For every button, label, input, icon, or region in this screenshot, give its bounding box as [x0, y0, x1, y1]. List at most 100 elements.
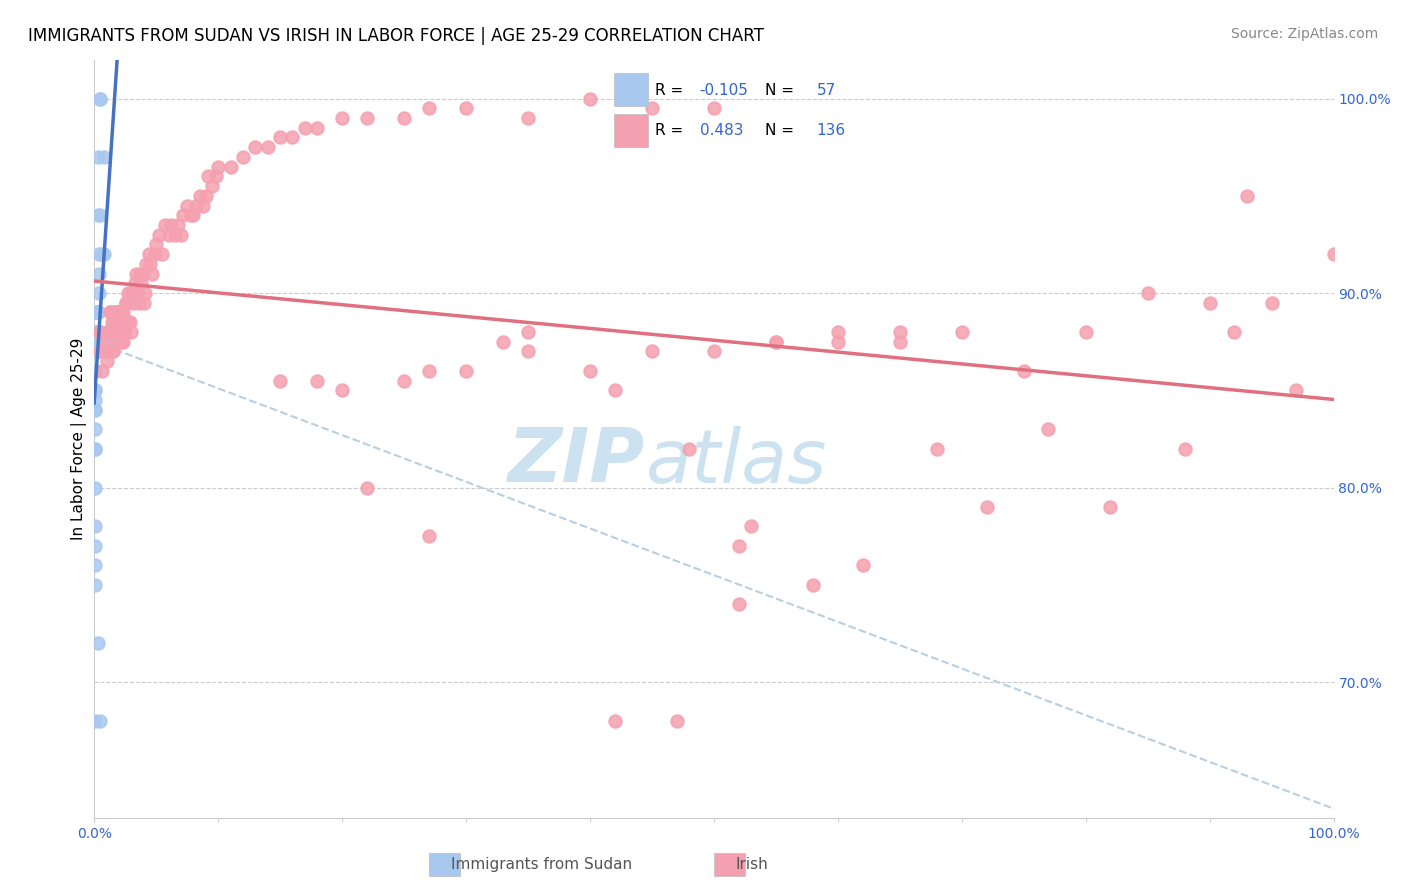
- Point: [330, 111, 353, 125]
- Point: [132, 295, 155, 310]
- Point: [201, 179, 224, 194]
- Point: [107, 305, 129, 319]
- Point: [120, 325, 142, 339]
- Point: [87, 305, 110, 319]
- Point: [204, 169, 226, 184]
- Point: [96, 325, 118, 339]
- Point: [121, 295, 143, 310]
- Point: [129, 277, 152, 291]
- Point: [96, 354, 118, 368]
- Point: [101, 344, 124, 359]
- Point: [98, 305, 121, 319]
- Point: [245, 140, 267, 154]
- Point: [84, 334, 107, 349]
- Point: [84, 714, 107, 728]
- Point: [84, 364, 107, 378]
- Point: [108, 315, 131, 329]
- Point: [89, 344, 111, 359]
- Point: [1074, 325, 1097, 339]
- Point: [86, 305, 108, 319]
- Point: [603, 384, 626, 398]
- Point: [148, 227, 170, 242]
- Text: IMMIGRANTS FROM SUDAN VS IRISH IN LABOR FORCE | AGE 25-29 CORRELATION CHART: IMMIGRANTS FROM SUDAN VS IRISH IN LABOR …: [28, 27, 763, 45]
- Point: [101, 315, 124, 329]
- Point: [294, 120, 316, 135]
- Point: [84, 422, 107, 436]
- Point: [492, 334, 515, 349]
- Point: [84, 344, 107, 359]
- Point: [103, 305, 125, 319]
- Point: [84, 578, 107, 592]
- Point: [418, 101, 440, 115]
- Point: [89, 325, 111, 339]
- Point: [269, 130, 291, 145]
- Point: [665, 714, 688, 728]
- Point: [86, 305, 108, 319]
- Point: [108, 325, 131, 339]
- Point: [84, 402, 107, 417]
- Point: [134, 286, 156, 301]
- Point: [727, 539, 749, 553]
- Point: [193, 198, 215, 212]
- Point: [108, 305, 131, 319]
- Point: [207, 160, 229, 174]
- Point: [101, 344, 124, 359]
- Point: [84, 481, 107, 495]
- Point: [889, 334, 911, 349]
- Point: [516, 344, 538, 359]
- Point: [120, 315, 142, 329]
- Point: [84, 344, 107, 359]
- Point: [89, 91, 111, 105]
- Point: [180, 208, 202, 222]
- Point: [84, 558, 107, 573]
- Point: [188, 188, 211, 202]
- Point: [84, 519, 107, 533]
- Point: [84, 325, 107, 339]
- Point: [139, 257, 162, 271]
- Point: [89, 286, 111, 301]
- Point: [925, 442, 948, 456]
- Point: [160, 218, 183, 232]
- Point: [141, 267, 163, 281]
- Point: [104, 315, 127, 329]
- Text: ZIP: ZIP: [509, 425, 645, 499]
- Point: [89, 208, 111, 222]
- Point: [93, 150, 115, 164]
- Point: [84, 384, 107, 398]
- Point: [89, 344, 111, 359]
- Point: [111, 315, 134, 329]
- Point: [172, 208, 194, 222]
- Point: [454, 101, 477, 115]
- Point: [579, 364, 602, 378]
- Point: [232, 150, 254, 164]
- Point: [1260, 295, 1282, 310]
- Point: [256, 140, 278, 154]
- Point: [143, 247, 166, 261]
- Point: [112, 325, 135, 339]
- Point: [127, 286, 149, 301]
- Point: [84, 364, 107, 378]
- Point: [87, 305, 110, 319]
- Point: [976, 500, 998, 514]
- Point: [125, 267, 148, 281]
- Point: [678, 442, 700, 456]
- Point: [84, 442, 107, 456]
- Point: [89, 247, 111, 261]
- Point: [87, 150, 110, 164]
- Point: [84, 384, 107, 398]
- Point: [392, 111, 415, 125]
- Point: [84, 344, 107, 359]
- Point: [129, 267, 152, 281]
- Point: [163, 227, 186, 242]
- Point: [84, 402, 107, 417]
- Point: [851, 558, 873, 573]
- Point: [111, 305, 134, 319]
- Point: [115, 295, 138, 310]
- Point: [138, 247, 160, 261]
- Point: [827, 334, 849, 349]
- Point: [84, 392, 107, 407]
- Point: [356, 481, 378, 495]
- Point: [84, 325, 107, 339]
- Point: [170, 227, 193, 242]
- Point: [150, 247, 173, 261]
